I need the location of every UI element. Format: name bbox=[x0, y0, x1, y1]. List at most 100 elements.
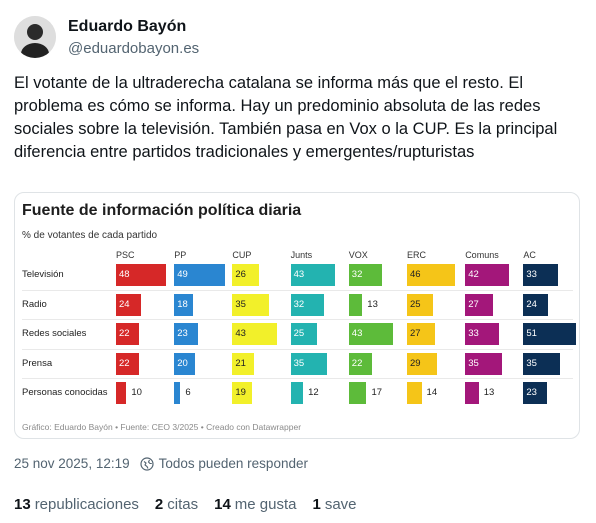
bar-junts bbox=[290, 382, 304, 405]
bar-ac bbox=[523, 293, 549, 316]
bar-ac bbox=[523, 352, 560, 375]
avatar-image bbox=[14, 16, 56, 58]
bar-comuns bbox=[465, 382, 479, 405]
bar-value-label: 35 bbox=[468, 357, 479, 369]
bar-value-label: 22 bbox=[119, 328, 130, 340]
row-separator bbox=[22, 378, 573, 380]
avatar[interactable] bbox=[14, 16, 56, 58]
bar-comuns bbox=[465, 352, 502, 375]
stat-quotes-count: 2 bbox=[154, 496, 164, 513]
stat-likes-count: 14 bbox=[214, 496, 231, 513]
bar-value-label: 46 bbox=[410, 269, 421, 280]
column-header-ac: AC bbox=[523, 250, 536, 260]
bar-value-label: 6 bbox=[185, 387, 191, 399]
bar-erc bbox=[407, 382, 422, 405]
bar-value-label: 51 bbox=[526, 328, 537, 340]
bar-junts bbox=[290, 293, 324, 316]
row-label: Radio bbox=[22, 298, 47, 310]
bar-vox bbox=[348, 264, 383, 286]
row-label: Redes sociales bbox=[22, 328, 87, 340]
author-name[interactable]: Eduardo Bayón bbox=[68, 18, 187, 35]
bar-cup bbox=[232, 382, 253, 405]
bar-cup bbox=[232, 293, 269, 316]
stat-likes-label: me gusta bbox=[234, 496, 297, 513]
bar-value-label: 35 bbox=[293, 357, 305, 369]
column-header-vox: VOX bbox=[348, 250, 368, 260]
bar-value-label: 35 bbox=[235, 298, 246, 310]
stat-quotes[interactable]: 2 citas bbox=[155, 496, 198, 513]
bar-value-label: 14 bbox=[426, 387, 438, 399]
bar-value-label: 32 bbox=[351, 269, 363, 280]
bar-value-label: 10 bbox=[131, 387, 142, 399]
bar-comuns bbox=[465, 264, 509, 286]
row-label: Televisión bbox=[22, 269, 64, 280]
bar-value-label: 23 bbox=[526, 387, 537, 399]
bar-pp bbox=[174, 382, 181, 405]
bar-cup bbox=[232, 264, 260, 286]
bar-junts bbox=[290, 264, 336, 286]
bar-vox bbox=[348, 352, 372, 375]
stat-saves-label: save bbox=[324, 496, 357, 513]
bar-pp bbox=[174, 264, 226, 286]
chart-card[interactable]: Fuente de información política diaria % … bbox=[14, 192, 580, 439]
bar-value-label: 43 bbox=[235, 328, 246, 340]
bar-value-label: 25 bbox=[293, 328, 305, 340]
bar-psc bbox=[116, 264, 166, 286]
bar-vox bbox=[348, 323, 394, 346]
stat-quotes-label: citas bbox=[167, 496, 199, 513]
bar-value-label: 43 bbox=[351, 328, 363, 340]
bar-ac bbox=[523, 382, 548, 405]
column-header-pp: PP bbox=[174, 250, 187, 260]
bar-value-label: 22 bbox=[351, 357, 363, 369]
bar-psc bbox=[116, 293, 141, 316]
bar-erc bbox=[407, 323, 436, 346]
reply-setting: Todos pueden responder bbox=[158, 456, 308, 471]
bar-value-label: 24 bbox=[526, 298, 537, 310]
bar-value-label: 18 bbox=[177, 298, 188, 310]
bar-value-label: 24 bbox=[119, 298, 130, 310]
bar-value-label: 42 bbox=[468, 269, 479, 280]
bar-value-label: 25 bbox=[410, 298, 421, 310]
stat-likes[interactable]: 14 me gusta bbox=[214, 496, 296, 513]
bar-value-label: 48 bbox=[119, 269, 130, 280]
bar-erc bbox=[407, 352, 438, 375]
bar-ac bbox=[523, 264, 558, 286]
bar-junts bbox=[290, 323, 317, 346]
bar-junts bbox=[290, 352, 327, 375]
bar-value-label: 27 bbox=[410, 328, 421, 340]
row-separator bbox=[22, 289, 573, 291]
row-separator bbox=[22, 319, 573, 321]
bar-pp bbox=[174, 293, 193, 316]
post-stats: 13 republicaciones 2 citas 14 me gusta 1 sav… bbox=[14, 496, 357, 513]
bar-psc bbox=[116, 382, 127, 405]
bar-erc bbox=[407, 264, 455, 286]
bar-psc bbox=[116, 352, 139, 375]
bar-psc bbox=[116, 323, 139, 346]
bar-value-label: 20 bbox=[177, 357, 188, 369]
bar-value-label: 22 bbox=[119, 357, 130, 369]
stat-saves[interactable]: 1 save bbox=[313, 496, 357, 513]
stat-reposts[interactable]: 13 republicaciones bbox=[14, 496, 139, 513]
row-label: Personas conocidas bbox=[22, 387, 108, 399]
globe-icon bbox=[140, 456, 154, 471]
bar-value-label: 19 bbox=[235, 387, 246, 399]
chart-footer: Gráfico: Eduardo Bayón • Fuente: CEO 3/2… bbox=[22, 422, 302, 432]
bar-value-label: 35 bbox=[526, 357, 537, 369]
author-handle[interactable]: @eduardobayon.es bbox=[68, 40, 200, 57]
post-text: El votante de la ultraderecha catalana s… bbox=[14, 74, 558, 161]
stat-saves-count: 1 bbox=[312, 496, 321, 513]
bar-value-label: 26 bbox=[235, 269, 246, 280]
bar-comuns bbox=[465, 293, 494, 316]
post-timestamp[interactable]: 25 nov 2025, 12:19 bbox=[14, 456, 130, 471]
bar-value-label: 27 bbox=[468, 298, 479, 310]
bar-value-label: 43 bbox=[293, 269, 305, 280]
bar-comuns bbox=[465, 323, 500, 346]
bar-value-label: 33 bbox=[468, 328, 479, 340]
stat-reposts-count: 13 bbox=[14, 496, 31, 513]
bar-value-label: 33 bbox=[526, 269, 537, 280]
bar-pp bbox=[174, 352, 195, 375]
column-header-psc: PSC bbox=[116, 250, 135, 260]
bar-value-label: 13 bbox=[367, 298, 378, 310]
column-header-comuns: Comuns bbox=[465, 250, 499, 260]
bar-cup bbox=[232, 323, 278, 346]
